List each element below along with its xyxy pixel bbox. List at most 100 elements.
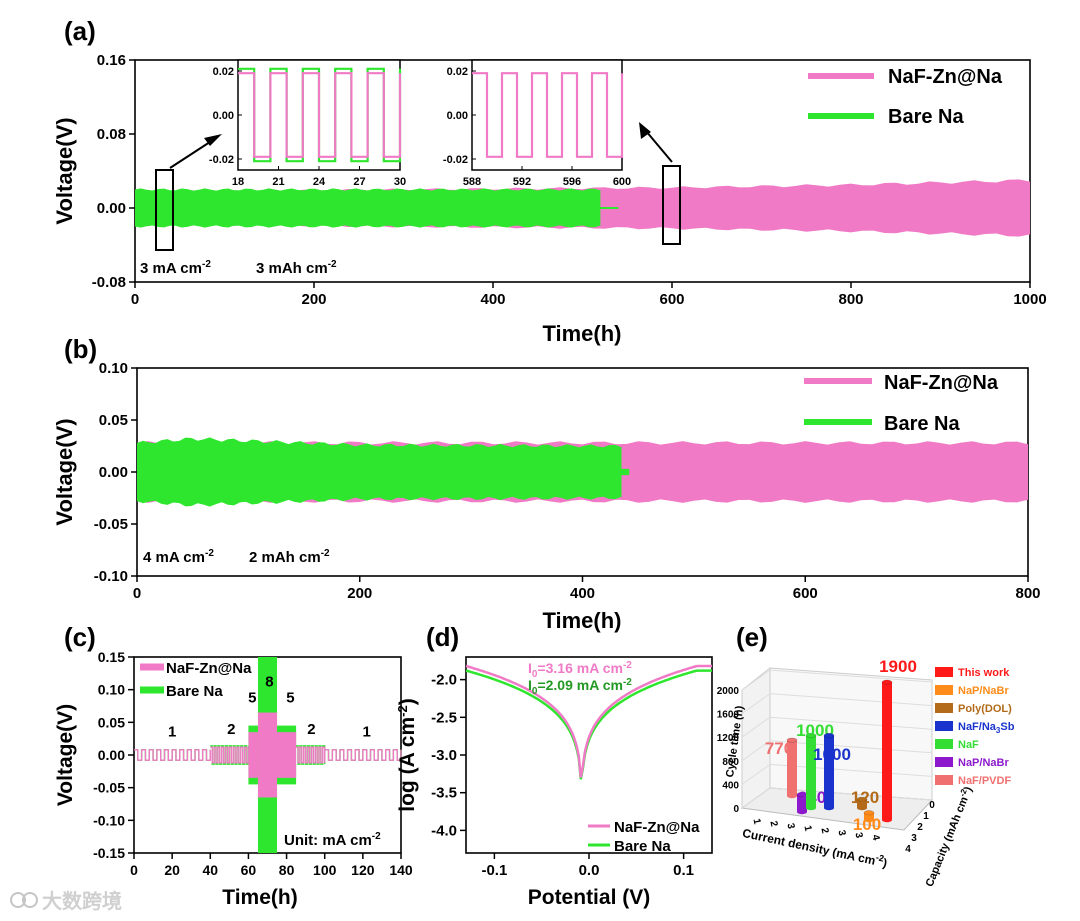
panel-a-ytick-label: 0.00 <box>97 200 126 217</box>
panel-b-ylabel: Voltage(V) <box>52 418 77 525</box>
panel-e-bar <box>806 735 816 808</box>
panel-c-naf-segment <box>277 732 297 778</box>
inset-1-xtick-label: 27 <box>353 176 365 188</box>
panel-d-label: (d) <box>426 622 459 652</box>
panel-d-annotation-naf: I0=3.16 mA cm-2 <box>528 660 632 680</box>
panel-e-xtick-label: 3 <box>835 829 847 837</box>
panel-a-inset-2-content: 588 592 596 600 0.02 0.00 -0.02 <box>443 66 631 188</box>
panel-d-annotation-bare: I0=2.09 mA cm-2 <box>528 677 632 697</box>
inset-2-xtick-label: 588 <box>463 176 481 188</box>
panel-a-condition-capacity: 3 mAh cm-2 <box>256 259 337 277</box>
panel-a-series-bare <box>135 188 601 228</box>
watermark-text: 大数跨境 <box>42 889 122 913</box>
inset-2-ytick-label: -0.02 <box>443 154 468 166</box>
panel-b: (b) 0 200 400 600 800-0.10-0.050.000.050.10 … <box>52 334 1041 633</box>
panel-c-naf-segment <box>324 749 402 761</box>
panel-c-naf-segment <box>134 749 211 761</box>
panel-e-gridline <box>741 740 771 762</box>
panel-e-bar-base <box>857 805 867 811</box>
panel-a-ytick-label: 0.08 <box>97 126 126 143</box>
panel-e-legend-swatch <box>935 667 953 677</box>
panel-b-xtick-label: 800 <box>1015 585 1040 602</box>
panel-d-ylabel: log (A cm-2) <box>395 698 419 811</box>
inset-2-xtick-label: 592 <box>513 176 531 188</box>
inset-1-xtick-label: 18 <box>232 176 244 188</box>
inset-1-ytick-label: -0.02 <box>209 154 234 166</box>
panel-e-legend-label: NaF/Na3Sb <box>958 721 1015 735</box>
panel-a: (a) 0 200 400 600 800 1000 -0.08 0.00 0.08 0.16 V… <box>52 16 1047 346</box>
panel-e-ztick-label: 400 <box>722 780 739 791</box>
panel-c-xtick-label: 0 <box>130 862 138 878</box>
panel-e-bar <box>824 735 834 808</box>
panel-e-bar <box>857 799 867 808</box>
panel-e-bars: 770240100010001201001900 <box>765 657 917 834</box>
panel-a-ylabel: Voltage(V) <box>52 117 77 224</box>
panel-e-bar-base <box>864 817 874 823</box>
panel-e-legend-label: Poly(DOL) <box>958 703 1012 715</box>
panel-b-ticks: 0 200 400 600 800 -0.10 -0.05 0.00 0.05 0.10 <box>94 360 1041 602</box>
panel-e-legend-swatch <box>935 703 953 713</box>
panel-c-ylabel: Voltage(V) <box>54 704 77 806</box>
watermark-logo-icon-2 <box>22 892 38 908</box>
panel-e-side-wall <box>741 666 771 809</box>
panel-a-legend-bare: Bare Na <box>888 106 964 128</box>
panel-e-ytick-label: 4 <box>905 844 911 855</box>
panel-e-bar <box>864 812 874 820</box>
panel-e-xtick-label: 2 <box>767 820 779 828</box>
panel-e-ztick-label: 1200 <box>717 733 740 744</box>
inset-2-ytick-label: 0.00 <box>447 110 468 122</box>
panel-b-condition-capacity: 2 mAh cm-2 <box>249 548 330 566</box>
panel-b-condition-current: 4 mA cm-2 <box>143 548 214 566</box>
panel-b-legend-naf: NaF-Zn@Na <box>884 372 999 394</box>
panel-e-gridline <box>769 669 933 683</box>
panel-e-bar-label: 100 <box>853 815 881 834</box>
panel-c-rate-label: 1 <box>168 724 176 741</box>
panel-d-series-naf <box>465 664 712 778</box>
panel-c-ytick-label: 0.05 <box>98 714 125 730</box>
panel-e-bar-label: 770 <box>765 739 793 758</box>
panel-e-bar-label: 120 <box>851 788 879 807</box>
panel-e-bar-label: 1000 <box>813 745 851 764</box>
panel-a-arrowhead-left <box>204 134 222 146</box>
panel-c-xtick-label: 40 <box>202 862 218 878</box>
panel-e-xtick-label: 3 <box>852 831 864 839</box>
panel-c-naf-segment <box>248 732 258 778</box>
panel-e-ytick-label: 3 <box>911 833 917 844</box>
panel-c-rate-label: 2 <box>307 721 315 738</box>
panel-c-rate-label: 5 <box>248 690 256 707</box>
panel-d-ytick-label: -4.0 <box>431 822 457 839</box>
panel-e-bar-cap <box>863 810 875 816</box>
panel-a-label: (a) <box>64 16 96 46</box>
panel-e-bar-base <box>806 805 816 811</box>
panel-e-legend: This work NaP/NaBr Poly(DOL) NaF/Na3Sb NaF Na… <box>935 667 1015 787</box>
panel-b-xtick-label: 400 <box>570 585 595 602</box>
panel-b-xlabel: Time(h) <box>542 608 621 633</box>
inset-1-naf-wave <box>238 72 402 158</box>
panel-a-xtick-label: 400 <box>480 291 505 308</box>
panel-e-ytick-label: 0 <box>929 800 935 811</box>
panel-a-arrow-left <box>169 139 214 169</box>
panel-a-xtick-label: 600 <box>659 291 684 308</box>
panel-e-xtick-label: 1 <box>801 825 813 833</box>
panel-c-xtick-label: 80 <box>279 862 295 878</box>
panel-c-xtick-label: 140 <box>389 862 413 878</box>
inset-1-xtick-label: 30 <box>394 176 406 188</box>
panel-a-ytick-label: 0.16 <box>97 52 126 69</box>
panel-e-ytick-label: 1 <box>923 811 929 822</box>
panel-b-label: (b) <box>64 334 97 364</box>
panel-b-xtick-label: 0 <box>133 585 141 602</box>
panel-d: (d) -0.1 0.0 0.1 -4.0 -3.5 -3.0 -2.5 -2.0 log (… <box>395 622 713 909</box>
panel-e-gridline <box>741 693 771 715</box>
panel-e-bar-base <box>882 817 892 823</box>
panel-b-ytick-label: -0.10 <box>94 568 128 585</box>
panel-c-xtick-label: 120 <box>351 862 375 878</box>
panel-e-ztick-label: 0 <box>733 804 739 815</box>
inset-1-ytick-label: 0.00 <box>213 110 234 122</box>
panel-b-series-bare <box>137 437 622 507</box>
panel-b-ytick-label: -0.05 <box>94 516 128 533</box>
watermark: 大数跨境 <box>10 889 122 913</box>
panel-c-naf-segment <box>257 712 278 798</box>
